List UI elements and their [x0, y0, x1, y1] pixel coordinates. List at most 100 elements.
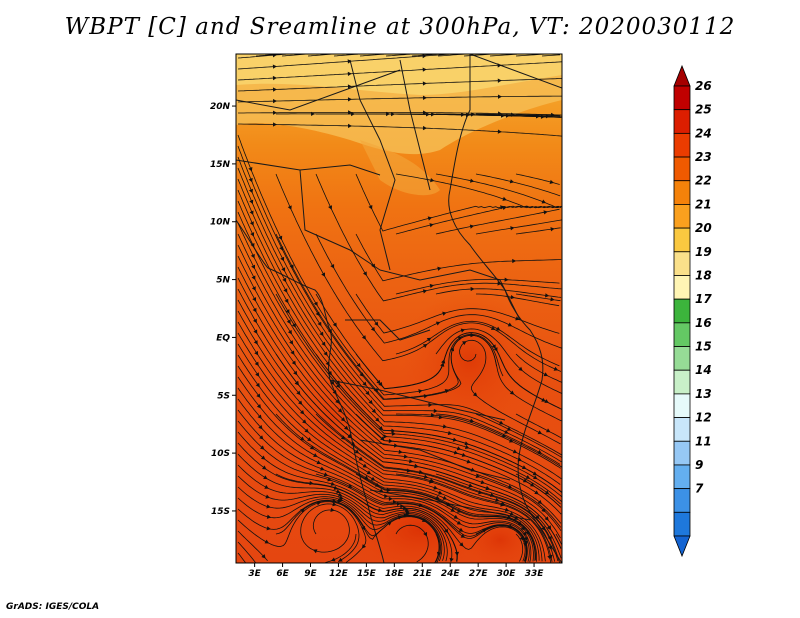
- streamline-arrow: [537, 449, 542, 454]
- streamline-arrow: [504, 429, 509, 434]
- streamline-arrow: [525, 474, 531, 479]
- lat-tick-label: 10S: [211, 449, 230, 459]
- streamline-arrow: [321, 272, 326, 277]
- lon-tick-label: 15E: [357, 569, 377, 579]
- streamline: [355, 332, 562, 410]
- streamline-arrow: [252, 297, 257, 302]
- streamline: [237, 156, 562, 456]
- streamline-arrow: [254, 350, 259, 356]
- streamline: [300, 503, 360, 562]
- streamline-arrow: [391, 431, 396, 436]
- streamline: [237, 78, 562, 92]
- streamline-arrow: [373, 387, 379, 393]
- streamline-arrow: [388, 496, 393, 502]
- streamline-arrow: [508, 438, 514, 443]
- streamline-arrow: [278, 235, 283, 241]
- streamline: [395, 278, 560, 295]
- streamline-arrow: [257, 414, 262, 419]
- streamline-arrow: [370, 476, 376, 481]
- streamline: [541, 54, 561, 57]
- streamline-arrow: [405, 507, 410, 513]
- streamline: [237, 497, 441, 563]
- streamline-arrow: [442, 311, 447, 316]
- streamline-arrow: [490, 326, 496, 330]
- colorbar-swatch: [673, 417, 691, 442]
- colorbar-swatch: [673, 204, 691, 229]
- colorbar-swatch: [673, 251, 691, 276]
- colorbar-swatch: [673, 275, 691, 300]
- streamline-arrow: [462, 341, 467, 346]
- streamline: [435, 208, 560, 235]
- streamline: [475, 173, 561, 197]
- streamline-arrow: [338, 495, 344, 500]
- streamline-arrow: [325, 361, 330, 366]
- streamline-arrow: [400, 504, 405, 509]
- streamline-arrow: [453, 450, 459, 455]
- streamline-arrow: [408, 459, 414, 464]
- streamline-arrow: [422, 95, 427, 100]
- lat-tick-label: 20N: [210, 102, 231, 112]
- streamline-arrow: [438, 490, 443, 495]
- streamline-arrow: [548, 554, 553, 559]
- streamline-arrow: [541, 526, 546, 531]
- streamline-arrow: [544, 490, 550, 495]
- streamline-arrow: [553, 366, 559, 371]
- streamline: [237, 409, 528, 563]
- streamline-arrow: [364, 475, 369, 480]
- streamline-arrow: [429, 223, 434, 228]
- streamline-arrow: [266, 514, 272, 519]
- streamline-arrow: [362, 381, 367, 387]
- streamline-arrow: [252, 307, 257, 313]
- streamline-arrow: [321, 341, 326, 347]
- streamline: [237, 541, 256, 563]
- lat-tick-label: 5S: [217, 391, 230, 401]
- colorbar-swatch: [673, 393, 691, 418]
- streamline-arrow: [362, 463, 368, 468]
- streamline-arrow: [273, 122, 277, 127]
- colorbar: 26 25 24 23 22 21 20 19 18 17 16 15 14 13 12 11 9 7: [673, 64, 712, 558]
- streamline-arrow: [331, 557, 336, 562]
- streamline-arrow: [430, 178, 435, 183]
- streamline-arrow: [338, 557, 343, 562]
- streamline-arrow: [391, 111, 395, 117]
- streamline-arrow: [501, 433, 507, 438]
- streamline-arrow: [336, 498, 342, 503]
- colorbar-label: 18: [695, 268, 712, 282]
- streamline-arrow: [254, 361, 259, 367]
- streamline-arrow: [543, 210, 548, 215]
- colorbar-label: 23: [695, 150, 712, 164]
- streamline-arrow: [475, 473, 481, 478]
- streamline-arrow: [423, 110, 427, 115]
- streamline-arrow: [497, 281, 502, 286]
- streamline-arrow: [273, 110, 277, 115]
- colorbar-label: 7: [695, 482, 704, 496]
- streamline-arrow: [506, 515, 512, 520]
- colorbar-swatch: [673, 132, 691, 158]
- colorbar-swatch: [673, 298, 691, 324]
- streamline-arrow: [506, 426, 512, 431]
- streamline-arrow: [368, 399, 373, 405]
- streamline: [515, 353, 562, 383]
- streamline-arrow: [550, 297, 555, 302]
- streamline-arrow: [543, 372, 549, 377]
- streamline-arrow: [456, 508, 462, 513]
- streamline-arrow: [403, 454, 408, 459]
- streamline-arrow: [469, 418, 475, 423]
- streamline-arrow: [457, 336, 463, 341]
- streamline-arrow: [544, 516, 549, 521]
- colorbar-label: 16: [695, 316, 712, 330]
- streamline-arrow: [422, 125, 427, 131]
- streamline-arrow: [460, 533, 466, 538]
- streamline-arrow: [468, 483, 473, 488]
- streamline-arrow: [332, 389, 337, 395]
- lon-tick-label: 21E: [413, 569, 433, 579]
- colorbar-swatch: [673, 156, 691, 182]
- streamline: [237, 244, 562, 515]
- streamline-arrow: [504, 507, 510, 512]
- colorbar-bottom-arrow: [673, 535, 691, 558]
- streamline-arrow: [537, 430, 543, 435]
- colorbar-top-arrow: [673, 64, 691, 87]
- streamline-arrow: [282, 277, 287, 283]
- streamline-arrow: [470, 286, 475, 292]
- streamline-arrow: [261, 554, 266, 559]
